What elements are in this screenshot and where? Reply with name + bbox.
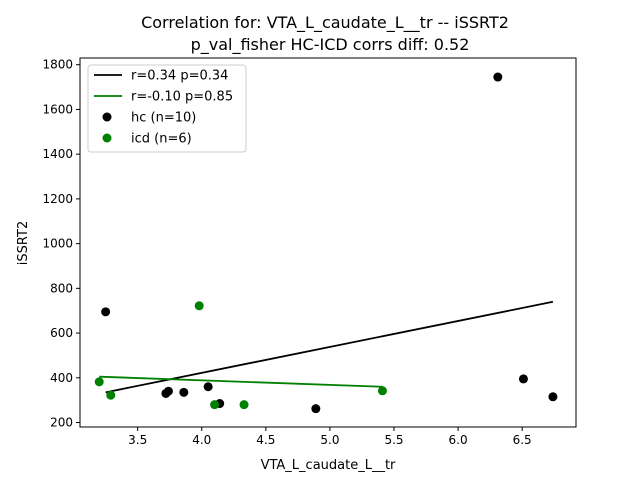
fit-line-0 bbox=[105, 300, 554, 394]
legend-marker-swatch bbox=[102, 133, 112, 143]
x-tick-label: 4.5 bbox=[256, 433, 275, 447]
data-point-series-1 bbox=[210, 400, 220, 410]
data-point-series-0 bbox=[518, 374, 528, 384]
legend-marker-swatch bbox=[102, 112, 112, 122]
legend-label: hc (n=10) bbox=[131, 111, 196, 126]
data-point-series-0 bbox=[179, 387, 189, 397]
data-point-series-1 bbox=[239, 400, 249, 410]
legend-label: r=-0.10 p=0.85 bbox=[131, 90, 233, 105]
data-point-series-0 bbox=[101, 307, 111, 317]
x-tick-label: 5.0 bbox=[320, 433, 339, 447]
x-tick-label: 5.5 bbox=[384, 433, 403, 447]
fit-line-1 bbox=[99, 375, 383, 388]
y-tick-label: 1200 bbox=[42, 192, 73, 206]
data-point-series-1 bbox=[194, 301, 204, 311]
legend-label: r=0.34 p=0.34 bbox=[131, 69, 228, 84]
legend: r=0.34 p=0.34 r=-0.10 p=0.85 hc (n=10) icd … bbox=[87, 64, 247, 153]
y-tick-label: 200 bbox=[50, 416, 73, 430]
y-tick-label: 600 bbox=[50, 326, 73, 340]
data-points bbox=[94, 72, 558, 414]
data-point-series-0 bbox=[163, 386, 173, 396]
x-tick-label: 6.0 bbox=[449, 433, 468, 447]
fit-lines bbox=[99, 300, 554, 394]
data-point-series-1 bbox=[94, 377, 104, 387]
x-tick-label: 4.0 bbox=[192, 433, 211, 447]
plot-frame bbox=[79, 57, 577, 428]
y-tick-label: 1400 bbox=[42, 147, 73, 161]
y-tick-label: 800 bbox=[50, 281, 73, 295]
x-tick-label: 3.5 bbox=[128, 433, 147, 447]
data-point-series-0 bbox=[311, 404, 321, 414]
legend-label: icd (n=6) bbox=[131, 132, 192, 147]
y-tick-label: 1800 bbox=[42, 58, 73, 72]
chart-subtitle: p_val_fisher HC-ICD corrs diff: 0.52 bbox=[191, 35, 470, 55]
x-tick-label: 6.5 bbox=[513, 433, 532, 447]
data-point-series-0 bbox=[548, 392, 558, 402]
chart-title: Correlation for: VTA_L_caudate_L__tr -- … bbox=[141, 13, 509, 33]
data-point-series-0 bbox=[203, 382, 213, 392]
y-tick-label: 1600 bbox=[42, 102, 73, 116]
y-tick-label: 1000 bbox=[42, 237, 73, 251]
y-axis-label: iSSRT2 bbox=[16, 221, 31, 265]
data-point-series-1 bbox=[377, 386, 387, 396]
data-point-series-1 bbox=[106, 390, 116, 400]
y-axis: 200 400 600 800 1000 1200 1400 1600 1800 bbox=[42, 58, 80, 430]
x-axis: 3.5 4.0 4.5 5.0 5.5 6.0 6.5 bbox=[128, 427, 532, 447]
legend-box bbox=[87, 64, 247, 153]
data-point-series-0 bbox=[493, 72, 503, 82]
y-tick-label: 400 bbox=[50, 371, 73, 385]
x-axis-label: VTA_L_caudate_L__tr bbox=[261, 458, 396, 473]
